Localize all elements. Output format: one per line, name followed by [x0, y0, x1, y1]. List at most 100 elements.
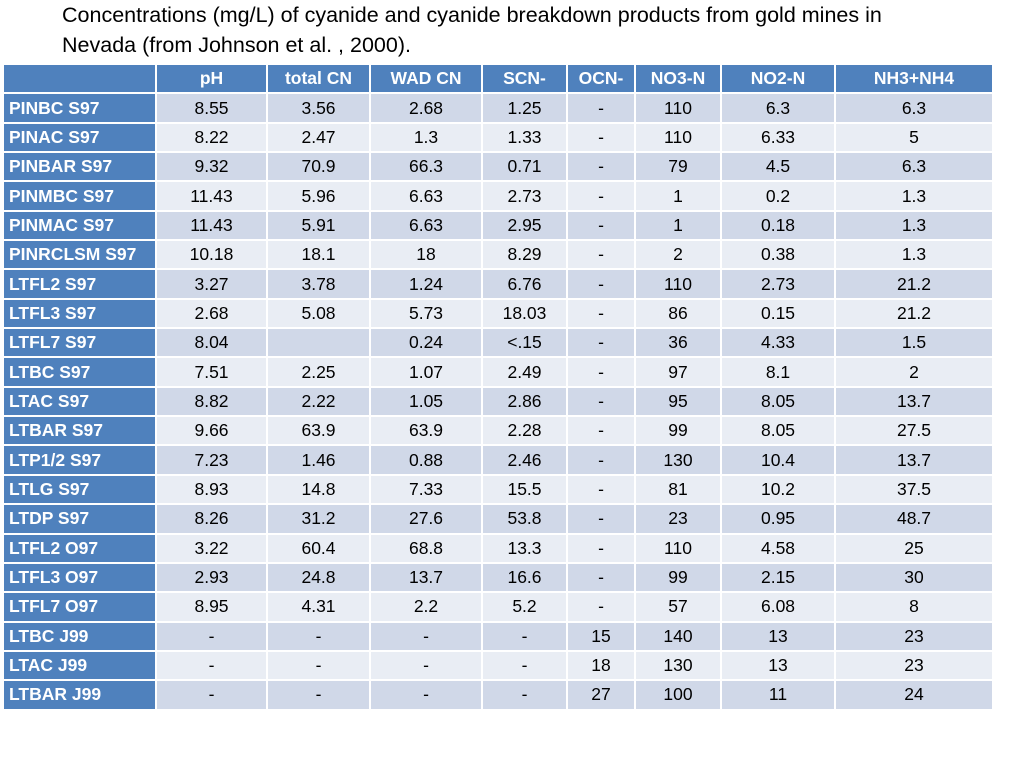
cell-scn: 1.33	[481, 121, 568, 154]
table-body: PINBC S97 8.55 3.56 2.68 1.25-110 6.3 6.3 PINAC…	[2, 92, 994, 711]
cell-no3-n: 86	[634, 297, 722, 330]
cell-ocn: -	[566, 121, 636, 154]
cell-no3-n: 140	[634, 620, 722, 652]
row-label-sample: PINBC S97	[2, 92, 157, 124]
cell-no2-n: 6.08	[720, 591, 836, 623]
cell-total-cn: 60.4	[266, 532, 371, 564]
cell-wad-cn: 0.88	[369, 444, 483, 476]
table-row: LTFL3 S97 2.68 5.08 5.73 18.03-86 0.15 21.2	[2, 297, 994, 330]
row-label-sample: LTFL3 S97	[2, 297, 157, 330]
row-label-sample: LTBC J99	[2, 620, 157, 652]
cell-ocn: -	[566, 503, 636, 535]
cell-wad-cn: 5.73	[369, 297, 483, 330]
row-label-sample: PINAC S97	[2, 121, 157, 154]
cell-ocn: 18	[566, 649, 636, 682]
cell-no2-n: 13	[720, 620, 836, 652]
cell-scn: -	[481, 620, 568, 652]
cell-ph: 3.27	[155, 268, 268, 300]
cell-wad-cn: 1.24	[369, 268, 483, 300]
cell-no2-n: 10.4	[720, 444, 836, 476]
cell-ph: 7.51	[155, 356, 268, 388]
cell-ocn: 27	[566, 679, 636, 711]
table-row: PINMAC S97 11.43 5.91 6.63 2.95-1 0.18 1.3	[2, 209, 994, 242]
column-header-nh3-nh4: NH3+NH4	[834, 62, 994, 95]
cell-no2-n: 8.05	[720, 415, 836, 447]
column-header-total-cn: total CN	[266, 62, 371, 95]
row-label-sample: LTFL7 S97	[2, 327, 157, 359]
cell-total-cn: 3.78	[266, 268, 371, 300]
column-header-scn: SCN-	[481, 62, 568, 95]
cell-no3-n: 2	[634, 239, 722, 271]
cell-scn: 16.6	[481, 561, 568, 594]
row-label-sample: LTFL2 O97	[2, 532, 157, 564]
cell-ph: 8.55	[155, 92, 268, 124]
cell-nh3-nh4: 1.5	[834, 327, 994, 359]
cell-total-cn: 4.31	[266, 591, 371, 623]
cell-ocn: -	[566, 356, 636, 388]
cell-ocn: -	[566, 92, 636, 124]
table-row: LTFL7 O97 8.95 4.31 2.2 5.2-57 6.08 8	[2, 591, 994, 623]
cell-ocn: -	[566, 444, 636, 476]
column-header-wad-cn: WAD CN	[369, 62, 483, 95]
cell-ph: 11.43	[155, 209, 268, 242]
cell-wad-cn: 1.3	[369, 121, 483, 154]
cell-wad-cn: 2.2	[369, 591, 483, 623]
cell-total-cn: 5.08	[266, 297, 371, 330]
cell-no2-n: 8.1	[720, 356, 836, 388]
cell-no3-n: 110	[634, 92, 722, 124]
table-row: LTFL3 O97 2.93 24.8 13.7 16.6-99 2.15 30	[2, 561, 994, 594]
cell-scn: 8.29	[481, 239, 568, 271]
cell-scn: 2.28	[481, 415, 568, 447]
table-row: LTFL2 O97 3.22 60.4 68.8 13.3-110 4.58 25	[2, 532, 994, 564]
cell-no3-n: 130	[634, 444, 722, 476]
cell-no2-n: 4.58	[720, 532, 836, 564]
cell-total-cn: -	[266, 649, 371, 682]
row-label-sample: LTBAR S97	[2, 415, 157, 447]
cell-no2-n: 6.33	[720, 121, 836, 154]
table-row: LTDP S97 8.26 31.2 27.6 53.8-23 0.95 48.7	[2, 503, 994, 535]
row-label-sample: LTAC S97	[2, 385, 157, 418]
cell-no2-n: 2.15	[720, 561, 836, 594]
cell-ocn: -	[566, 297, 636, 330]
cell-total-cn: -	[266, 620, 371, 652]
cell-no2-n: 4.5	[720, 151, 836, 183]
cell-wad-cn: 6.63	[369, 180, 483, 212]
cell-total-cn: 2.22	[266, 385, 371, 418]
cell-wad-cn: 7.33	[369, 473, 483, 506]
row-label-sample: LTDP S97	[2, 503, 157, 535]
cell-total-cn: 31.2	[266, 503, 371, 535]
cell-ph: 11.43	[155, 180, 268, 212]
cell-no3-n: 36	[634, 327, 722, 359]
cell-ph: -	[155, 679, 268, 711]
row-label-sample: PINBAR S97	[2, 151, 157, 183]
table-row: LTAC J99- - - -18 130 13 23	[2, 649, 994, 682]
cell-scn: 53.8	[481, 503, 568, 535]
cell-wad-cn: 13.7	[369, 561, 483, 594]
cell-scn: -	[481, 649, 568, 682]
cell-no2-n: 0.2	[720, 180, 836, 212]
cell-wad-cn: -	[369, 679, 483, 711]
column-header-ocn: OCN-	[566, 62, 636, 95]
cell-ph: 8.26	[155, 503, 268, 535]
cell-no2-n: 0.18	[720, 209, 836, 242]
table-row: PINAC S97 8.22 2.47 1.3 1.33-110 6.33 5	[2, 121, 994, 154]
row-label-sample: PINMAC S97	[2, 209, 157, 242]
cell-no2-n: 6.3	[720, 92, 836, 124]
cell-no3-n: 130	[634, 649, 722, 682]
table-row: LTBAR J99- - - -27 100 11 24	[2, 679, 994, 711]
cell-ocn: -	[566, 180, 636, 212]
row-label-sample: LTBC S97	[2, 356, 157, 388]
cell-no2-n: 11	[720, 679, 836, 711]
table-row: LTFL2 S97 3.27 3.78 1.24 6.76-110 2.73 21.2	[2, 268, 994, 300]
row-label-sample: LTFL7 O97	[2, 591, 157, 623]
cell-no3-n: 110	[634, 121, 722, 154]
cell-no3-n: 110	[634, 532, 722, 564]
cell-scn: 2.95	[481, 209, 568, 242]
table-row: PINBC S97 8.55 3.56 2.68 1.25-110 6.3 6.3	[2, 92, 994, 124]
cell-wad-cn: -	[369, 620, 483, 652]
cell-nh3-nh4: 25	[834, 532, 994, 564]
cell-wad-cn: 63.9	[369, 415, 483, 447]
cell-ocn: -	[566, 473, 636, 506]
cell-wad-cn: -	[369, 649, 483, 682]
cell-ph: 3.22	[155, 532, 268, 564]
